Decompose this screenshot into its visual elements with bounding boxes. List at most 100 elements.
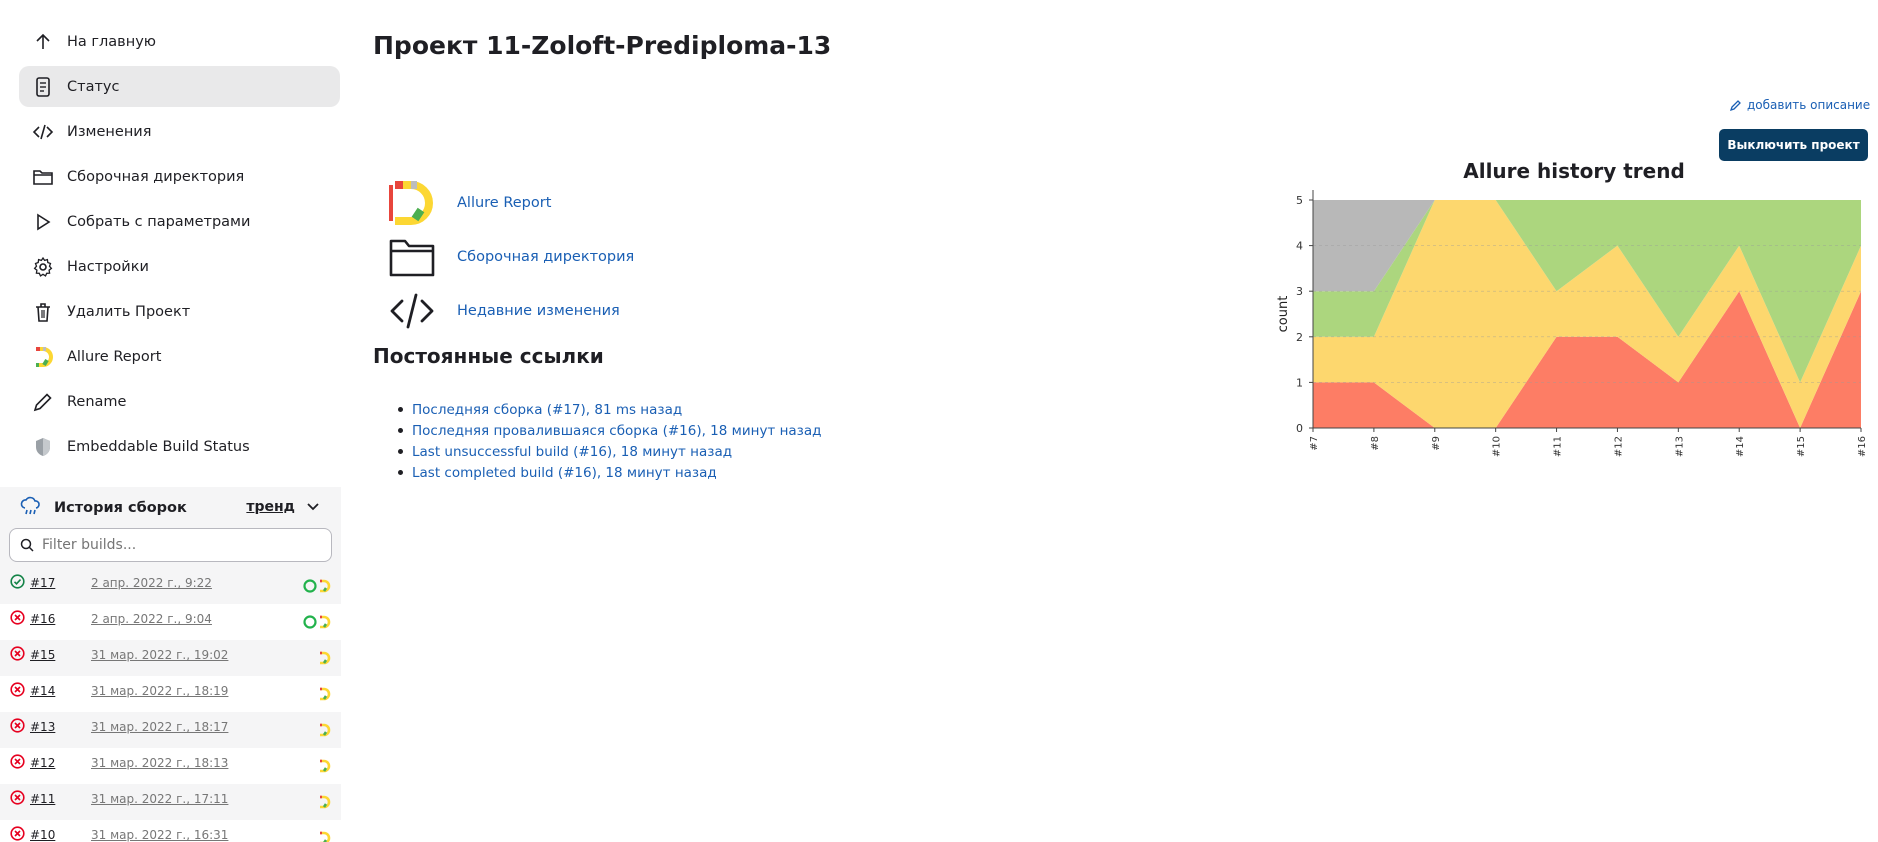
build-row: #13 31 мар. 2022 г., 18:17 (0, 712, 341, 748)
sidebar-item-1[interactable]: Статус (19, 66, 340, 107)
console-output-icon[interactable] (303, 579, 317, 596)
failed-x-icon (10, 646, 25, 661)
build-date-link[interactable]: 31 мар. 2022 г., 16:31 (91, 828, 229, 842)
sidebar-item-3[interactable]: Сборочная директория (19, 156, 340, 197)
chart-xtick-label: #11 (1553, 436, 1564, 457)
code-icon (388, 287, 436, 335)
chart-ylabel: count (1276, 296, 1291, 333)
chart-xtick-label: #7 (1309, 436, 1320, 451)
build-row: #12 31 мар. 2022 г., 18:13 (0, 748, 341, 784)
build-number-link[interactable]: #17 (30, 576, 56, 590)
chart-xtick-label: #8 (1370, 436, 1381, 451)
allure-report-badge-icon[interactable] (317, 615, 331, 632)
build-badges (317, 831, 331, 842)
allure-report-badge-icon[interactable] (317, 723, 331, 740)
build-badges (317, 651, 331, 668)
build-number-link[interactable]: #15 (30, 648, 56, 662)
sidebar-item-9[interactable]: Embeddable Build Status (19, 426, 340, 467)
sidebar-item-5[interactable]: Настройки (19, 246, 340, 287)
permalink-item[interactable]: Последняя сборка (#17), 81 ms назад (397, 399, 821, 420)
sidebar-item-4[interactable]: Собрать с параметрами (19, 201, 340, 242)
success-check-icon (10, 574, 25, 589)
build-number-link[interactable]: #12 (30, 756, 56, 770)
document-icon (32, 76, 54, 98)
sidebar-item-label: На главную (67, 33, 156, 50)
sidebar-item-8[interactable]: Rename (19, 381, 340, 422)
build-badges (317, 795, 331, 812)
build-date-link[interactable]: 31 мар. 2022 г., 18:19 (91, 684, 229, 698)
sidebar-item-label: Удалить Проект (67, 303, 191, 320)
add-description-link[interactable]: добавить описание (1729, 98, 1870, 112)
chart-svg: 0 1 2 3 4 5 #7 #8 #9 #10 #11 #12 #13 #14 #15 #16 count (1276, 190, 1868, 457)
gear-icon (32, 256, 54, 278)
allure-trend-chart[interactable]: Allure history trend 0 1 2 3 4 5 #7 #8 #9 #10 #11 #… (1270, 155, 1878, 475)
sidebar-nav: На главную Статус Изменения Сборочная дирек… (19, 21, 340, 471)
build-number-link[interactable]: #11 (30, 792, 56, 806)
chart-ytick-label: 5 (1296, 194, 1303, 207)
build-date-link[interactable]: 31 мар. 2022 г., 18:13 (91, 756, 229, 770)
build-date-link[interactable]: 2 апр. 2022 г., 9:04 (91, 612, 212, 626)
build-history-title: История сборок (54, 499, 187, 516)
build-number-link[interactable]: #14 (30, 684, 56, 698)
build-row: #10 31 мар. 2022 г., 16:31 (0, 820, 341, 842)
sidebar-item-6[interactable]: Удалить Проект (19, 291, 340, 332)
allure-logo-icon (32, 346, 54, 368)
build-history-header: История сборок тренд (0, 487, 341, 528)
allure-report-badge-icon[interactable] (317, 687, 331, 704)
permalink-item[interactable]: Last completed build (#16), 18 минут наз… (397, 462, 821, 483)
chart-xtick-label: #12 (1613, 436, 1624, 457)
project-links: Allure Report Сборочная директория Недавни… (388, 176, 634, 338)
sidebar-item-2[interactable]: Изменения (19, 111, 340, 152)
disable-project-button[interactable]: Выключить проект (1719, 129, 1868, 161)
allure-report-badge-icon[interactable] (317, 759, 331, 776)
project-link-label[interactable]: Недавние изменения (457, 303, 620, 319)
failed-x-icon (10, 790, 25, 805)
allure-report-badge-icon[interactable] (317, 831, 331, 842)
play-icon (32, 211, 54, 233)
project-link-label[interactable]: Allure Report (457, 195, 552, 211)
filter-builds-input[interactable] (42, 537, 322, 553)
failed-x-icon (10, 682, 25, 697)
page-title: Проект 11-Zoloft-Prediploma-13 (373, 31, 832, 60)
build-badges (303, 579, 331, 596)
build-number-link[interactable]: #13 (30, 720, 56, 734)
permalink-item[interactable]: Last unsuccessful build (#16), 18 минут … (397, 441, 821, 462)
allure-logo-icon (388, 179, 436, 227)
build-row: #17 2 апр. 2022 г., 9:22 (0, 568, 341, 604)
allure-report-badge-icon[interactable] (317, 651, 331, 668)
build-badges (317, 759, 331, 776)
chart-xtick-label: #9 (1431, 436, 1442, 451)
project-link-0[interactable]: Allure Report (388, 176, 634, 230)
folder-icon (32, 166, 54, 188)
console-output-icon[interactable] (303, 615, 317, 632)
arrow-up-icon (32, 31, 54, 53)
trend-label: тренд (246, 499, 295, 515)
build-row: #15 31 мар. 2022 г., 19:02 (0, 640, 341, 676)
build-number-link[interactable]: #10 (30, 828, 56, 842)
allure-report-badge-icon[interactable] (317, 579, 331, 596)
filter-builds-field[interactable] (9, 528, 332, 562)
sidebar-item-label: Статус (67, 78, 120, 95)
chart-area-series-3 (1313, 200, 1861, 292)
project-link-1[interactable]: Сборочная директория (388, 230, 634, 284)
trend-link[interactable]: тренд (246, 499, 319, 515)
failed-x-icon (10, 754, 25, 769)
build-date-link[interactable]: 31 мар. 2022 г., 17:11 (91, 792, 229, 806)
failed-x-icon (10, 826, 25, 841)
project-link-2[interactable]: Недавние изменения (388, 284, 634, 338)
failed-x-icon (10, 610, 25, 625)
build-date-link[interactable]: 31 мар. 2022 г., 19:02 (91, 648, 229, 662)
allure-report-badge-icon[interactable] (317, 795, 331, 812)
build-row: #11 31 мар. 2022 г., 17:11 (0, 784, 341, 820)
permalinks-title: Постоянные ссылки (373, 344, 604, 368)
sidebar-item-7[interactable]: Allure Report (19, 336, 340, 377)
build-number-link[interactable]: #16 (30, 612, 56, 626)
shield-icon (32, 436, 54, 458)
build-date-link[interactable]: 31 мар. 2022 г., 18:17 (91, 720, 229, 734)
chart-xtick-label: #16 (1857, 436, 1868, 457)
build-date-link[interactable]: 2 апр. 2022 г., 9:22 (91, 576, 212, 590)
permalink-item[interactable]: Последняя провалившаяся сборка (#16), 18… (397, 420, 821, 441)
sidebar-item-0[interactable]: На главную (19, 21, 340, 62)
project-link-label[interactable]: Сборочная директория (457, 249, 635, 265)
failed-x-icon (10, 718, 25, 733)
